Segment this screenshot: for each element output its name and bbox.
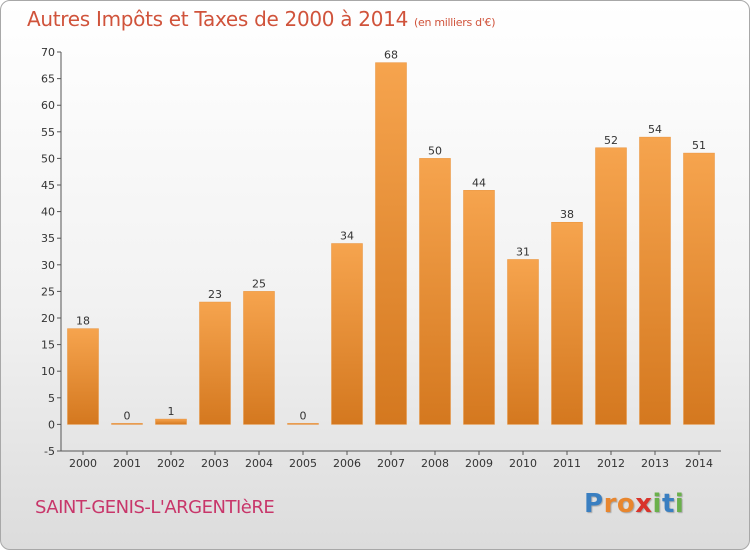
y-tick-label: 45 xyxy=(41,179,55,192)
y-tick-label: -5 xyxy=(44,445,55,458)
bar-value-label: 0 xyxy=(124,409,131,422)
x-tick-label: 2009 xyxy=(465,457,493,470)
y-tick-label: 65 xyxy=(41,73,55,86)
y-tick-label: 5 xyxy=(48,392,55,405)
y-tick-label: 10 xyxy=(41,365,55,378)
proxiti-logo: Proxiti xyxy=(584,489,684,519)
chart-title-text: Autres Impôts et Taxes de 2000 à 2014 xyxy=(27,7,408,31)
logo-letter: r xyxy=(603,489,617,519)
x-tick-label: 2005 xyxy=(289,457,317,470)
x-tick-label: 2014 xyxy=(685,457,713,470)
logo-letter: P xyxy=(584,489,604,519)
bar xyxy=(199,301,231,425)
logo-letter: i xyxy=(652,489,662,519)
logo-letter: x xyxy=(635,489,653,519)
y-tick-label: 70 xyxy=(41,46,55,59)
y-tick-label: 15 xyxy=(41,339,55,352)
bar xyxy=(243,291,275,425)
x-tick-label: 2013 xyxy=(641,457,669,470)
bar xyxy=(507,259,539,425)
y-tick-label: 25 xyxy=(41,285,55,298)
x-tick-label: 2006 xyxy=(333,457,361,470)
x-tick-label: 2002 xyxy=(157,457,185,470)
bar xyxy=(375,62,407,425)
logo-letter: i xyxy=(674,489,685,519)
x-tick-label: 2000 xyxy=(69,457,97,470)
bar-value-label: 0 xyxy=(300,409,307,422)
y-tick-label: 30 xyxy=(41,259,55,272)
chart-bars xyxy=(67,62,715,425)
bar xyxy=(331,243,363,425)
chart-data-labels: 18 0 1 23 25 0 34 68 50 44 31 38 52 54 51 xyxy=(76,49,706,423)
x-tick-label: 2008 xyxy=(421,457,449,470)
bar xyxy=(595,147,627,425)
bar xyxy=(683,152,715,425)
x-tick-label: 2010 xyxy=(509,457,537,470)
x-tick-label: 2011 xyxy=(553,457,581,470)
x-tick-label: 2007 xyxy=(377,457,405,470)
bar xyxy=(419,158,451,425)
bar-value-label: 31 xyxy=(516,245,530,258)
x-tick-label: 2003 xyxy=(201,457,229,470)
bar xyxy=(639,136,671,425)
y-tick-label: 60 xyxy=(41,99,55,112)
y-tick-label: 35 xyxy=(41,232,55,245)
bar xyxy=(67,328,99,425)
bar-value-label: 52 xyxy=(604,134,618,147)
bar xyxy=(287,423,319,425)
y-tick-label: 0 xyxy=(48,418,55,431)
bar-value-label: 54 xyxy=(648,123,662,136)
bar-value-label: 1 xyxy=(168,405,175,418)
bar-value-label: 34 xyxy=(340,230,354,243)
bar-value-label: 44 xyxy=(472,176,486,189)
bar xyxy=(111,423,143,425)
x-tick-label: 2001 xyxy=(113,457,141,470)
bar-value-label: 23 xyxy=(208,288,222,301)
chart-title: Autres Impôts et Taxes de 2000 à 2014 (en… xyxy=(27,7,495,31)
bar-value-label: 18 xyxy=(76,315,90,328)
y-tick-label: 40 xyxy=(41,206,55,219)
bar-value-label: 51 xyxy=(692,139,706,152)
bar xyxy=(463,190,495,425)
logo-letter: t xyxy=(661,489,675,519)
bar xyxy=(551,221,583,425)
y-tick-label: 20 xyxy=(41,312,55,325)
x-tick-label: 2004 xyxy=(245,457,273,470)
y-tick-label: 50 xyxy=(41,152,55,165)
bar-value-label: 50 xyxy=(428,144,442,157)
chart-title-unit: (en milliers d'€) xyxy=(414,16,496,29)
logo-letter: o xyxy=(616,489,636,519)
y-tick-label: 55 xyxy=(41,126,55,139)
bar xyxy=(155,418,187,425)
x-tick-label: 2012 xyxy=(597,457,625,470)
bar-value-label: 25 xyxy=(252,277,266,290)
town-name: SAINT-GENIS-L'ARGENTIèRE xyxy=(35,497,275,518)
bar-value-label: 68 xyxy=(384,49,398,62)
bar-value-label: 38 xyxy=(560,208,574,221)
